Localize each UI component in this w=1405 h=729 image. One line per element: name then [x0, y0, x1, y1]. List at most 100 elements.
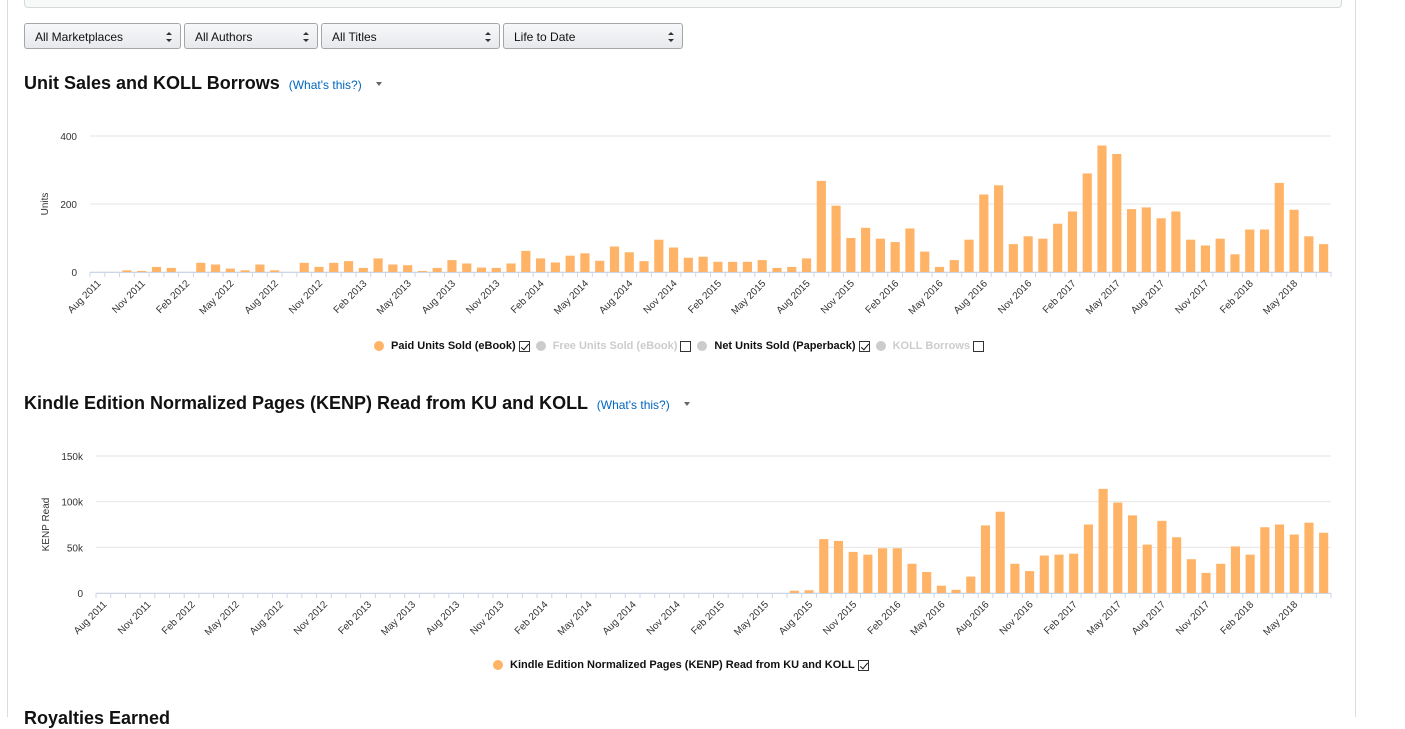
unit-sales-bar [550, 262, 560, 272]
kenp-ytick-label: 100k [61, 498, 84, 509]
title-select[interactable]: All Titles [321, 23, 500, 49]
unit-sales-legend-item[interactable]: Free Units Sold (eBook) [535, 340, 698, 352]
unit-sales-bar [994, 185, 1004, 272]
unit-sales-heading: Unit Sales and KOLL Borrows (What's this… [24, 73, 382, 94]
unit-sales-bar [210, 264, 221, 272]
select-arrows-icon [485, 32, 491, 42]
unit-sales-y-axis-title: Units [40, 193, 51, 216]
unit-sales-bar [861, 227, 871, 272]
kenp-legend-item[interactable]: Kindle Edition Normalized Pages (KENP) R… [493, 659, 875, 671]
author-select-value: All Authors [195, 30, 253, 44]
kenp-bar [863, 554, 873, 593]
unit-sales-bar [979, 194, 989, 272]
kenp-bar [804, 590, 814, 593]
kenp-xtick-label: Aug 2013 [424, 599, 462, 637]
unit-sales-legend-item[interactable]: Paid Units Sold (eBook) [374, 340, 536, 352]
kenp-bar [1230, 546, 1240, 593]
kenp-xtick-label: May 2015 [732, 599, 771, 638]
unit-sales-bar [491, 267, 501, 272]
kenp-dropdown-caret-icon[interactable] [683, 402, 690, 407]
unit-sales-bar [1289, 209, 1299, 272]
unit-sales-bar [1008, 244, 1018, 272]
unit-sales-bar [816, 180, 826, 272]
kenp-xtick-label: May 2012 [203, 599, 242, 638]
unit-sales-bar [343, 261, 354, 272]
unit-sales-legend-item[interactable]: Net Units Sold (Paperback) [697, 340, 875, 352]
unit-sales-bar [388, 264, 398, 272]
unit-sales-bar [1141, 207, 1151, 272]
unit-sales-bar [1230, 254, 1240, 272]
kenp-xtick-label: Nov 2013 [468, 599, 506, 637]
kenp-xtick-label: May 2018 [1262, 599, 1301, 638]
unit-sales-bar [728, 261, 738, 272]
kenp-xtick-label: Feb 2017 [1042, 599, 1080, 637]
kenp-bar [1142, 544, 1152, 593]
kenp-whats-this-link[interactable]: (What's this?) [596, 398, 670, 412]
top-panel [24, 0, 1342, 8]
kenp-bar [833, 540, 844, 593]
unit-sales-legend-dot-icon [535, 341, 546, 351]
unit-sales-bar [890, 242, 900, 272]
marketplace-select[interactable]: All Marketplaces [24, 23, 181, 49]
unit-sales-bar [742, 261, 753, 272]
kenp-ytick-label: 0 [77, 589, 83, 600]
unit-sales-bar [447, 260, 457, 272]
kenp-bar [1039, 555, 1049, 593]
unit-sales-bar [373, 258, 383, 272]
kenp-bar [1304, 522, 1314, 593]
unit-sales-bar [196, 262, 206, 272]
select-arrows-icon [668, 32, 674, 42]
unit-sales-bar [240, 270, 250, 272]
kenp-xtick-label: May 2016 [909, 599, 948, 638]
unit-sales-bar [137, 270, 147, 272]
unit-sales-bar [1082, 173, 1092, 272]
kenp-bar [951, 589, 961, 593]
unit-sales-bar [801, 258, 812, 272]
kenp-xtick-label: Aug 2012 [248, 599, 286, 637]
unit-sales-legend-checkbox[interactable] [858, 340, 870, 352]
kenp-legend-dot-icon [493, 660, 503, 670]
unit-sales-bar [683, 257, 693, 272]
unit-sales-whats-this-link[interactable]: (What's this?) [288, 78, 362, 92]
kenp-bar [1260, 527, 1270, 593]
unit-sales-legend-item[interactable]: KOLL Borrows [875, 340, 990, 352]
select-arrows-icon [303, 32, 309, 42]
unit-sales-bar [1156, 218, 1166, 272]
kenp-legend-checkbox[interactable] [857, 659, 869, 671]
unit-sales-bar [1053, 223, 1063, 272]
unit-sales-legend-checkbox[interactable] [973, 340, 984, 352]
author-select[interactable]: All Authors [184, 23, 318, 49]
kenp-xtick-label: Nov 2017 [1174, 599, 1212, 637]
unit-sales-bar [698, 256, 708, 272]
kenp-bar [1083, 524, 1093, 593]
unit-sales-bar [964, 239, 974, 272]
unit-sales-bar [1126, 209, 1137, 272]
unit-sales-bar [1171, 211, 1181, 272]
marketplace-select-value: All Marketplaces [35, 30, 124, 44]
unit-sales-bar [1304, 236, 1314, 272]
kenp-xtick-label: May 2014 [556, 599, 595, 638]
unit-sales-bar [787, 266, 797, 272]
unit-sales-bar [1023, 236, 1033, 272]
unit-sales-bar [905, 228, 915, 272]
unit-sales-ytick-label: 200 [60, 200, 77, 211]
unit-sales-bar [595, 260, 605, 272]
unit-sales-legend-checkbox[interactable] [518, 340, 530, 352]
kenp-bar [995, 511, 1005, 593]
kenp-bar [922, 571, 932, 593]
kenp-bar [1127, 515, 1138, 593]
kenp-xtick-label: May 2013 [379, 599, 418, 638]
period-select[interactable]: Life to Date [503, 23, 683, 49]
kenp-xtick-label: Feb 2013 [336, 599, 374, 637]
unit-sales-dropdown-caret-icon[interactable] [375, 82, 382, 87]
kenp-xtick-label: Aug 2016 [954, 599, 992, 637]
panel-border-left [7, 0, 8, 717]
kenp-bar [878, 548, 888, 593]
unit-sales-legend-checkbox[interactable] [680, 340, 692, 352]
unit-sales-bar [565, 255, 575, 272]
kenp-bar [789, 590, 799, 593]
unit-sales-bar [875, 238, 885, 272]
unit-sales-ytick-label: 0 [71, 268, 77, 279]
kenp-bar [1274, 524, 1285, 593]
title-select-value: All Titles [332, 30, 377, 44]
